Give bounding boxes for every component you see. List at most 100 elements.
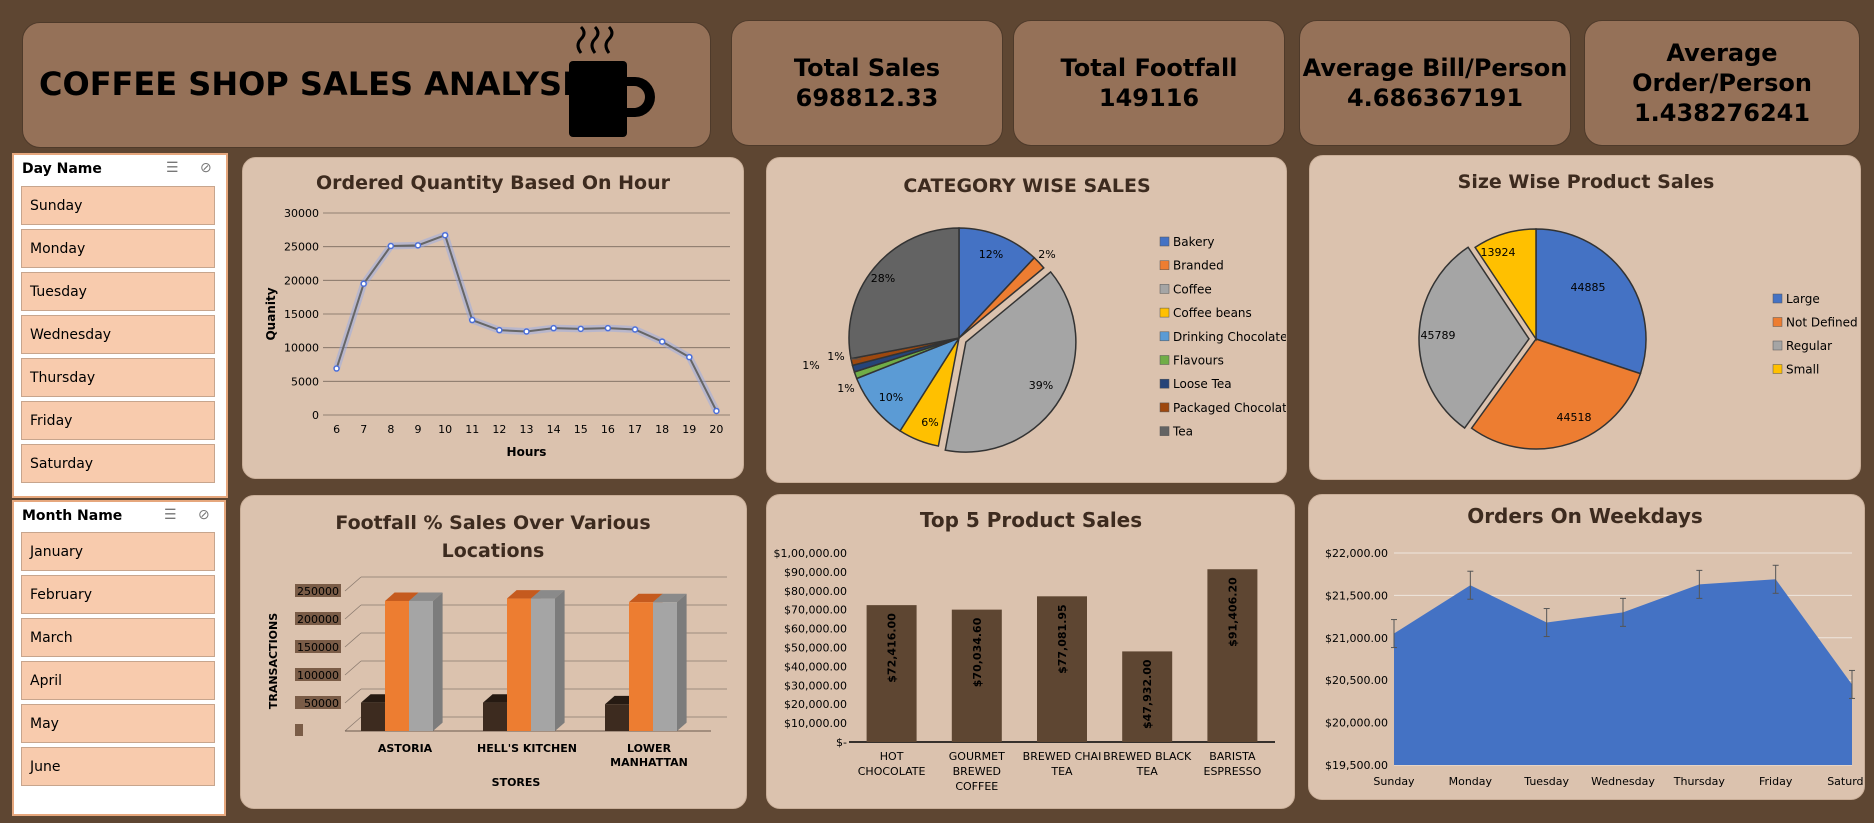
x-tick-label: Saturday bbox=[1827, 775, 1864, 788]
slicer-item-thursday[interactable]: Thursday bbox=[21, 358, 215, 397]
slicer-item-friday[interactable]: Friday bbox=[21, 401, 215, 440]
x-tick-label: CHOCOLATE bbox=[858, 765, 926, 778]
kpi-label: Average Bill/Person bbox=[1302, 54, 1568, 82]
slicer-item-saturday[interactable]: Saturday bbox=[21, 444, 215, 483]
legend-swatch bbox=[1159, 402, 1170, 413]
data-point bbox=[658, 338, 666, 345]
legend-swatch bbox=[1772, 293, 1783, 304]
kpi-value: 149116 bbox=[1098, 84, 1200, 112]
pie-slice bbox=[944, 270, 1077, 453]
multi-select-icon[interactable]: ☰ bbox=[166, 159, 179, 175]
bar-top bbox=[629, 593, 663, 603]
x-tick-label: HOT bbox=[880, 750, 904, 763]
pie-slice bbox=[958, 256, 1045, 339]
multi-select-icon[interactable]: ☰ bbox=[164, 506, 177, 522]
x-tick-label: 10 bbox=[438, 423, 452, 436]
data-label: 28% bbox=[871, 272, 895, 285]
data-point bbox=[387, 242, 395, 250]
y-tick-label: $20,000.00 bbox=[784, 698, 847, 711]
legend-swatch bbox=[1159, 236, 1170, 247]
legend-label: Loose Tea bbox=[1173, 377, 1232, 391]
y-tick-label: $40,000.00 bbox=[784, 660, 847, 673]
y-tick-label: 5000 bbox=[291, 375, 319, 388]
pie-slice bbox=[848, 227, 960, 360]
data-label: 2% bbox=[1038, 248, 1055, 261]
x-tick-label: 14 bbox=[547, 423, 561, 436]
tick-label-bg bbox=[295, 668, 341, 681]
slicer-item-june[interactable]: June bbox=[21, 747, 215, 786]
data-label: $47,932.00 bbox=[1141, 659, 1154, 729]
gridline-side bbox=[344, 576, 362, 592]
gridline-side bbox=[344, 632, 362, 648]
x-tick-label: 6 bbox=[333, 423, 340, 436]
weekday-orders-chart: Orders On Weekdays $19,500.00 $20,000.00 $2… bbox=[1325, 504, 1864, 788]
slicer-item-march[interactable]: March bbox=[21, 618, 215, 657]
bar bbox=[483, 702, 507, 731]
x-tick-label: Sunday bbox=[1373, 775, 1415, 788]
kpi-value: 1.438276241 bbox=[1633, 99, 1811, 127]
pie-slice bbox=[1535, 228, 1647, 375]
kpi-value: 698812.33 bbox=[795, 84, 939, 112]
bar bbox=[1037, 596, 1087, 742]
y-tick-label: 15000 bbox=[284, 308, 319, 321]
legend-label: Large bbox=[1786, 292, 1820, 306]
x-axis-label: STORES bbox=[492, 776, 541, 789]
pie-slice bbox=[1474, 228, 1537, 342]
bar-side bbox=[677, 593, 687, 731]
legend-label: Small bbox=[1786, 363, 1819, 377]
slicer-item-sunday[interactable]: Sunday bbox=[21, 186, 215, 225]
x-tick-label: 15 bbox=[574, 423, 588, 436]
data-label: $70,034.60 bbox=[971, 617, 984, 687]
bar bbox=[951, 609, 1002, 742]
y-tick-label: 10000 bbox=[284, 342, 319, 355]
legend-swatch bbox=[1159, 307, 1170, 318]
bar bbox=[409, 600, 433, 731]
gridline-side bbox=[344, 688, 362, 704]
y-tick-label: 25000 bbox=[284, 241, 319, 254]
slicer-item-january[interactable]: January bbox=[21, 532, 215, 571]
month-name-slicer: Month Name ☰ ⊘ January February March April… bbox=[12, 500, 226, 816]
data-label: $77,081.95 bbox=[1056, 604, 1069, 674]
chart-title: Top 5 Product Sales bbox=[920, 508, 1142, 532]
kpi-value: 4.686367191 bbox=[1346, 84, 1524, 112]
top-products-chart: Top 5 Product Sales $- $10,000.00 $20,000.0… bbox=[774, 508, 1275, 793]
legend-label: Tea bbox=[1172, 425, 1193, 439]
data-label: 6% bbox=[921, 416, 938, 429]
slicer-item-may[interactable]: May bbox=[21, 704, 215, 743]
clear-filter-icon[interactable]: ⊘ bbox=[198, 506, 210, 522]
clear-filter-icon[interactable]: ⊘ bbox=[200, 159, 212, 175]
legend-label: Coffee bbox=[1173, 282, 1212, 296]
series-line-glow bbox=[333, 230, 720, 413]
x-tick-label: 8 bbox=[387, 423, 394, 436]
bar bbox=[629, 602, 653, 731]
data-point bbox=[631, 326, 639, 333]
chart-title: Orders On Weekdays bbox=[1467, 504, 1703, 528]
tick-label-bg bbox=[295, 724, 303, 736]
bar bbox=[1122, 651, 1173, 742]
slicer-title: Month Name bbox=[22, 508, 123, 524]
y-tick-label: 20000 bbox=[284, 274, 319, 287]
slicer-item-wednesday[interactable]: Wednesday bbox=[21, 315, 215, 354]
area-fill bbox=[1394, 579, 1852, 765]
slicer-title: Day Name bbox=[22, 161, 102, 177]
slicer-item-february[interactable]: February bbox=[21, 575, 215, 614]
bar-top bbox=[507, 590, 541, 599]
data-label: $91,406.20 bbox=[1226, 577, 1239, 647]
bar-top bbox=[385, 592, 419, 601]
location-footfall-panel: Footfall % Sales Over Various Locations 50… bbox=[240, 495, 747, 809]
legend-label: Packaged Chocolate bbox=[1173, 401, 1286, 415]
slicer-item-tuesday[interactable]: Tuesday bbox=[21, 272, 215, 311]
chart-title-line-2: Locations bbox=[442, 540, 545, 562]
pie-slice bbox=[1470, 338, 1642, 450]
slicer-item-april[interactable]: April bbox=[21, 661, 215, 700]
slicer-item-monday[interactable]: Monday bbox=[21, 229, 215, 268]
size-sales-panel: Size Wise Product Sales 44885 44518 45789 13… bbox=[1309, 155, 1861, 480]
x-tick-label: BREWED bbox=[953, 765, 1001, 778]
bar-top bbox=[409, 592, 443, 601]
y-tick-label: $10,000.00 bbox=[784, 717, 847, 730]
x-tick-label: GOURMET bbox=[949, 750, 1005, 763]
chart-title: CATEGORY WISE SALES bbox=[903, 175, 1150, 197]
legend-swatch bbox=[1159, 260, 1170, 270]
y-axis-label: TRANSACTIONS bbox=[267, 613, 280, 709]
kpi-label: Total Footfall bbox=[1060, 54, 1238, 82]
